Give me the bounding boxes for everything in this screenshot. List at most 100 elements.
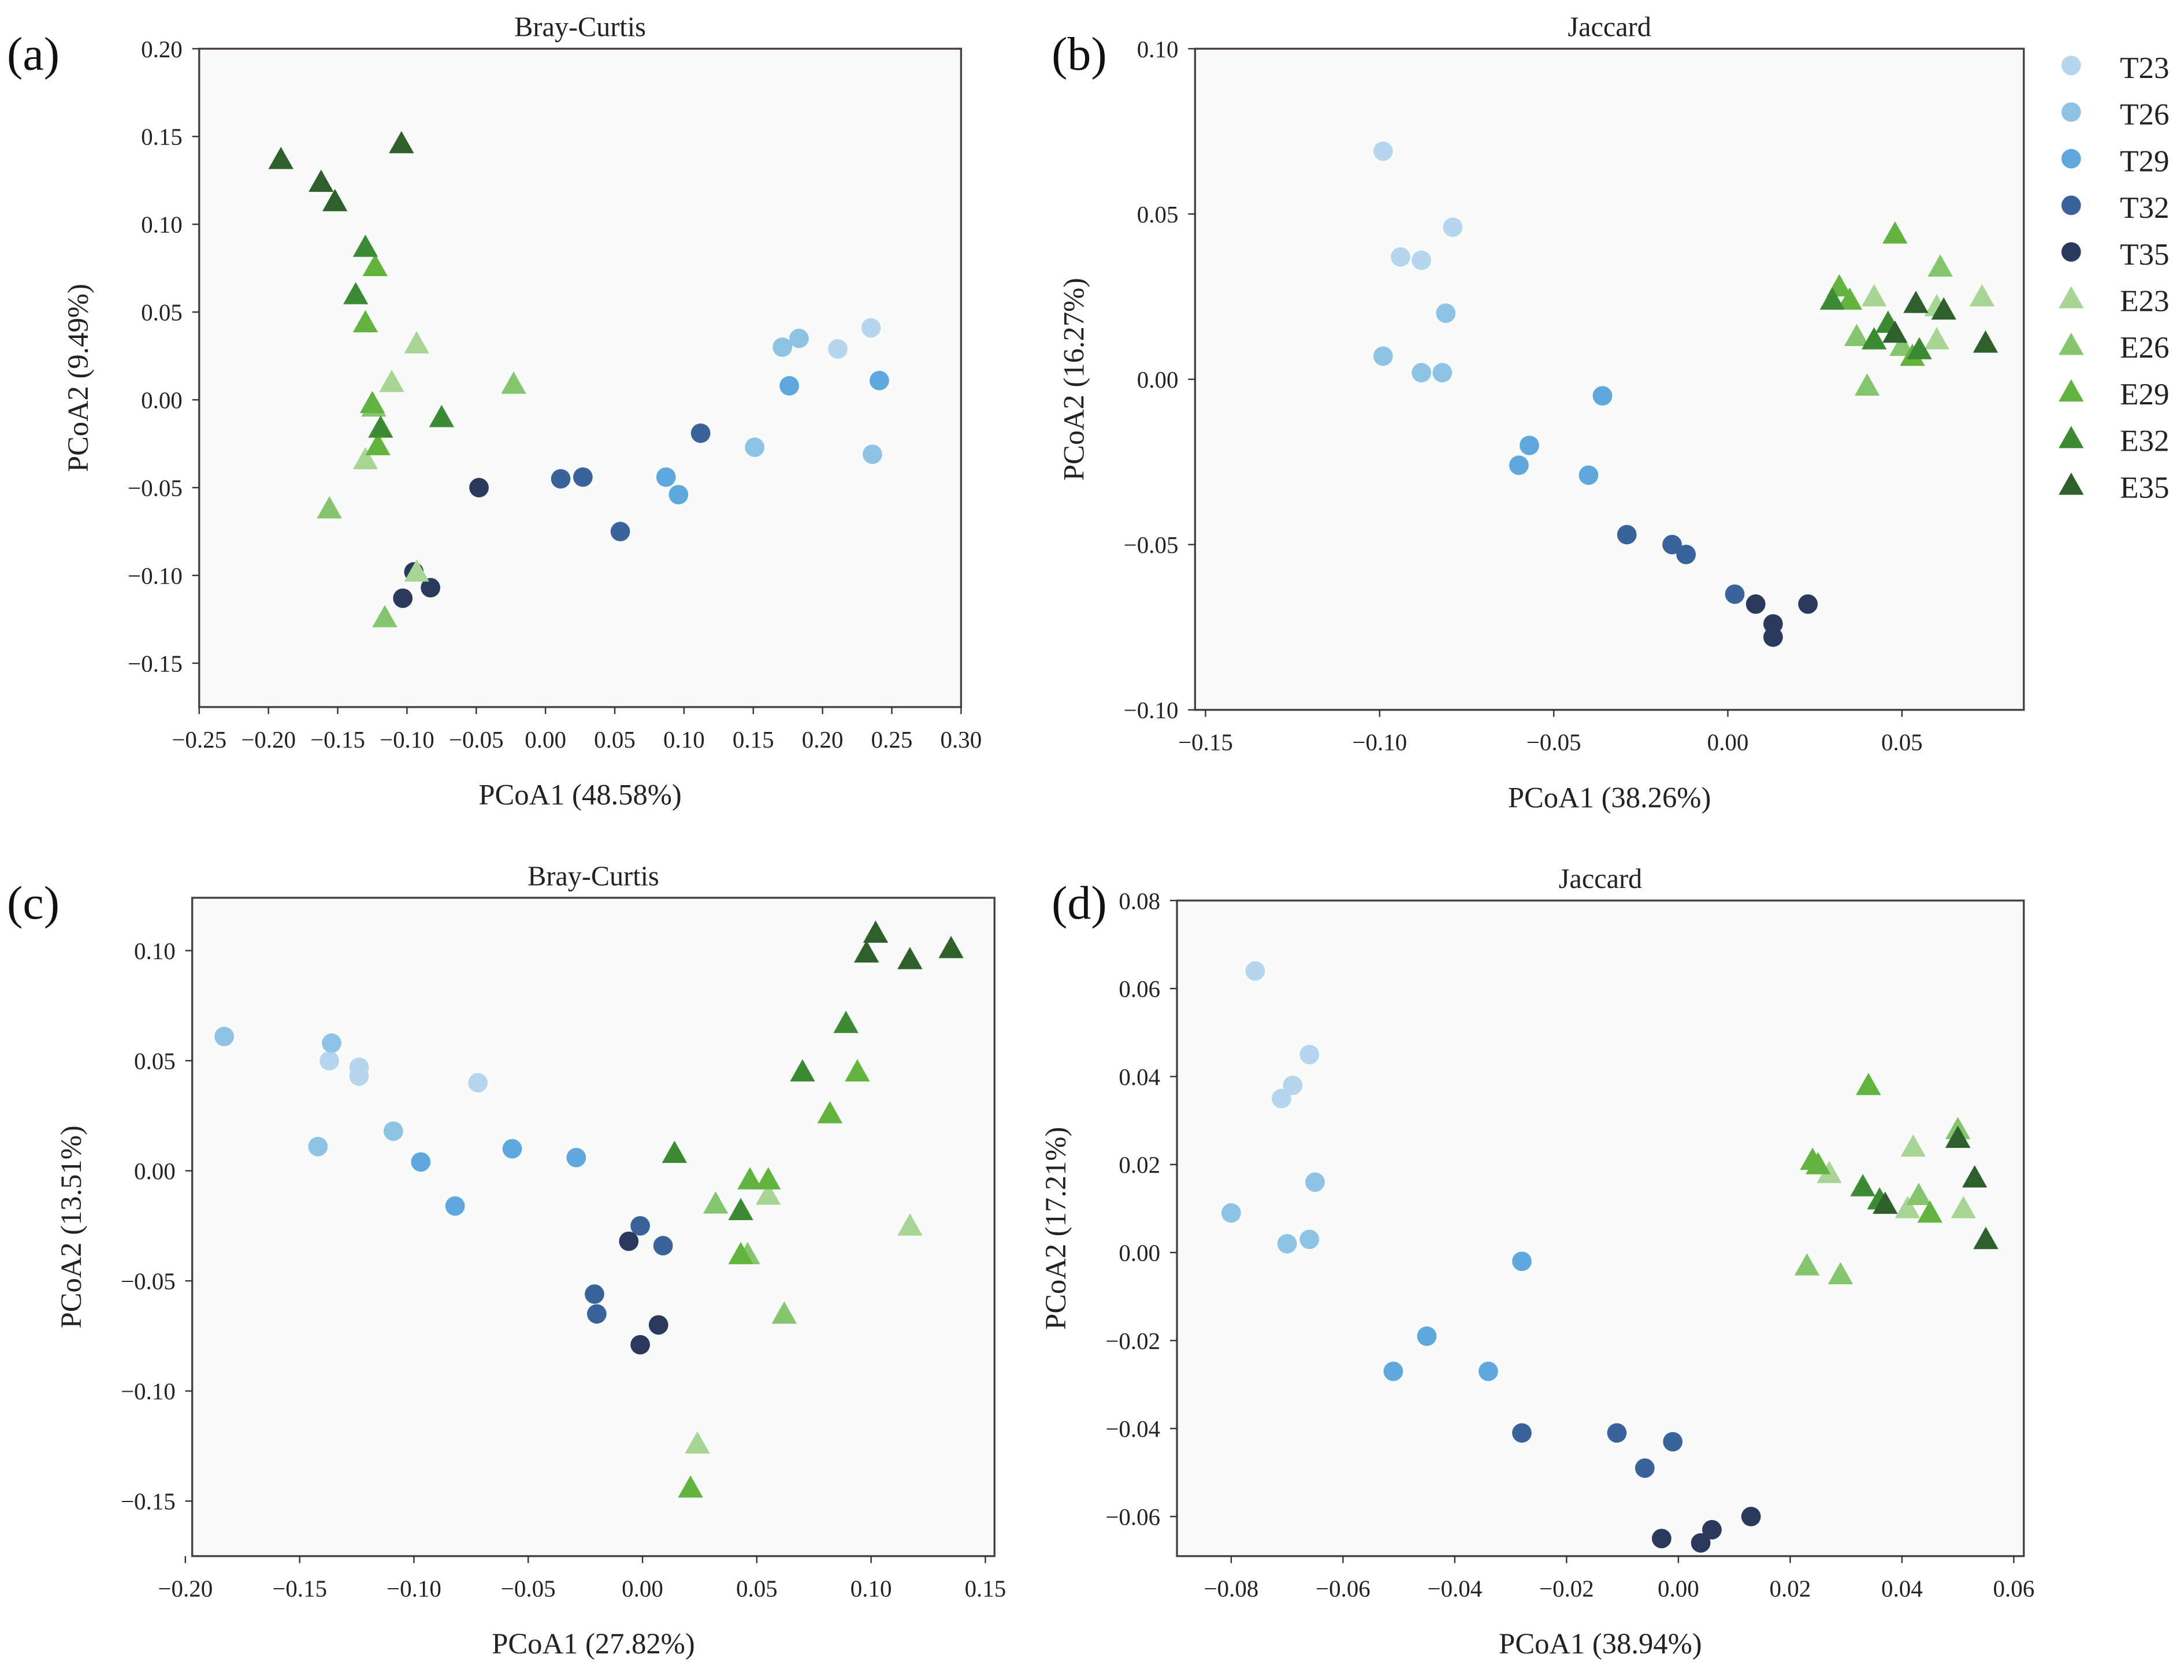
point-T32 <box>587 1304 607 1324</box>
point-T23 <box>1272 1088 1291 1109</box>
point-E23 <box>897 1213 923 1236</box>
point-E35 <box>1962 1165 1988 1188</box>
legend-item-E35: E35 <box>2059 471 2170 504</box>
point-T23 <box>1299 1045 1320 1065</box>
x-tick-label: 0.00 <box>525 726 566 753</box>
x-tick-label: 0.00 <box>1658 1575 1699 1601</box>
point-E29 <box>845 1059 870 1081</box>
legend-marker-E32 <box>2059 426 2084 448</box>
point-E32 <box>1819 287 1845 310</box>
point-E35 <box>1973 1226 1999 1250</box>
y-tick-label: 0.15 <box>141 124 183 150</box>
panel-a: (a) Bray-Curtis PCoA1 (48.58%) PCoA2 (9.49%… <box>7 12 982 811</box>
x-tick-label: −0.06 <box>1316 1575 1370 1601</box>
point-E29 <box>678 1475 703 1498</box>
series-E32 <box>662 1010 859 1221</box>
point-E32 <box>728 1198 753 1221</box>
point-T32 <box>1725 584 1745 604</box>
legend-marker-E26 <box>2059 332 2084 355</box>
point-E26 <box>703 1191 729 1214</box>
series-T23 <box>1245 961 1320 1109</box>
series-T26 <box>214 1027 403 1157</box>
legend-marker-T26 <box>2061 102 2081 122</box>
y-tick-label: 0.05 <box>134 1047 176 1074</box>
point-T29 <box>668 485 689 505</box>
point-T26 <box>1412 363 1432 382</box>
x-tick-label: 0.05 <box>736 1575 778 1601</box>
plot-area <box>1176 900 2025 1558</box>
point-E26 <box>1906 1183 1932 1205</box>
plot-area <box>191 897 996 1558</box>
x-tick-label: 0.15 <box>733 726 774 753</box>
point-T35 <box>1702 1520 1722 1540</box>
point-E26 <box>1889 333 1915 356</box>
y-tick-label: 0.20 <box>141 36 183 62</box>
x-tick-label: −0.02 <box>1539 1575 1594 1601</box>
point-E26 <box>317 496 342 519</box>
point-E23 <box>352 447 378 470</box>
x-tick-label: −0.05 <box>1526 729 1581 756</box>
series-T23 <box>320 1051 488 1093</box>
point-E32 <box>429 404 455 428</box>
x-tick-label: −0.15 <box>1178 729 1233 756</box>
point-T35 <box>1745 594 1766 614</box>
x-tick-label: −0.08 <box>1204 1575 1259 1601</box>
point-E32 <box>1907 337 1932 359</box>
x-tick-label: −0.15 <box>272 1575 327 1601</box>
point-T26 <box>863 444 882 464</box>
series-T29 <box>1383 1251 1532 1381</box>
point-E23 <box>1951 1196 1976 1218</box>
x-tick-label: 0.05 <box>1881 729 1923 756</box>
point-T26 <box>1299 1229 1320 1250</box>
series-E29 <box>678 1059 870 1498</box>
point-E26 <box>372 605 398 627</box>
legend-label: T29 <box>2120 144 2169 178</box>
x-tick-label: −0.15 <box>310 726 365 753</box>
series-T35 <box>1651 1507 1761 1553</box>
point-T26 <box>1373 346 1393 366</box>
x-tick-label: 0.10 <box>663 726 705 753</box>
point-E23 <box>1900 1134 1926 1157</box>
y-tick-label: −0.10 <box>121 1378 176 1404</box>
point-T26 <box>745 437 765 458</box>
point-T32 <box>610 522 630 541</box>
point-T32 <box>653 1236 673 1256</box>
point-T26 <box>1277 1233 1297 1254</box>
point-T32 <box>630 1216 650 1236</box>
series-T32 <box>1617 525 1745 604</box>
point-T26 <box>383 1121 403 1141</box>
point-E35 <box>938 935 964 958</box>
chart-title: Bray-Curtis <box>514 12 646 43</box>
point-E32 <box>368 415 393 438</box>
legend-label: T26 <box>2120 98 2169 132</box>
legend-marker-T32 <box>2061 195 2081 215</box>
point-E23 <box>755 1182 781 1205</box>
point-E29 <box>737 1167 763 1190</box>
point-E35 <box>1903 291 1929 313</box>
point-T23 <box>1245 961 1265 981</box>
legend-item-T35: T35 <box>2061 238 2170 272</box>
point-E29 <box>1856 1072 1881 1095</box>
y-tick-label: 0.00 <box>1137 366 1179 393</box>
y-tick-label: 0.08 <box>1119 887 1160 914</box>
y-axis-label: PCoA2 (13.51%) <box>55 1125 87 1328</box>
point-T26 <box>772 337 792 357</box>
point-T29 <box>656 467 676 487</box>
x-tick-label: 0.00 <box>622 1575 663 1601</box>
point-E29 <box>352 310 378 333</box>
point-E26 <box>771 1301 797 1324</box>
point-E29 <box>728 1242 753 1265</box>
point-E35 <box>854 940 879 963</box>
point-T35 <box>469 478 489 497</box>
y-tick-label: 0.00 <box>141 387 183 414</box>
point-T32 <box>551 469 571 489</box>
point-T26 <box>1305 1172 1325 1192</box>
legend-marker-T29 <box>2061 148 2081 169</box>
series-E35 <box>1882 291 1999 353</box>
point-T23 <box>349 1066 369 1086</box>
point-T23 <box>861 318 881 338</box>
x-tick-label: −0.10 <box>380 726 434 753</box>
point-T29 <box>1509 455 1529 475</box>
point-T35 <box>630 1335 650 1355</box>
point-E32 <box>1850 1174 1875 1196</box>
